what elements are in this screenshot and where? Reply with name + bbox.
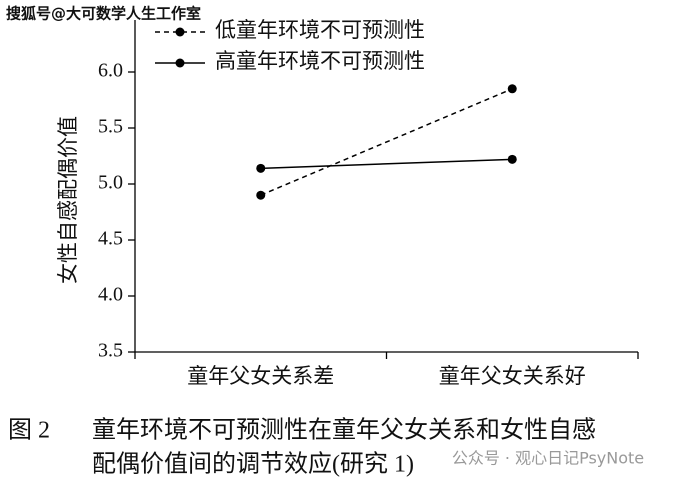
x-tick-label: 童年父女关系好 — [439, 364, 586, 388]
point — [256, 190, 266, 200]
caption-label: 图 2 — [8, 418, 50, 444]
y-tick-label: 4.5 — [98, 228, 123, 250]
x-tick-label: 童年父女关系差 — [187, 364, 334, 388]
series-line — [260, 158, 513, 170]
y-tick-label: 3.5 — [98, 340, 123, 362]
point — [507, 154, 517, 164]
legend-label: 高童年环境不可预测性 — [215, 49, 425, 73]
watermark: 公众号 · 观心日记PsyNote — [452, 449, 644, 468]
y-axis-label: 女性自感配偶价值 — [56, 116, 80, 284]
point — [507, 84, 517, 94]
y-tick-label: 5.0 — [98, 172, 123, 194]
y-tick-label: 5.5 — [98, 116, 123, 138]
legend-marker — [175, 58, 185, 68]
legend-label: 低童年环境不可预测性 — [215, 18, 425, 42]
y-tick-label: 6.0 — [98, 60, 123, 82]
watermark: 搜狐号@大可数学人生工作室 — [6, 5, 201, 23]
caption: 配偶价值间的调节效应(研究 1) — [92, 451, 414, 478]
y-tick-label: 4.0 — [98, 284, 123, 306]
caption: 童年环境不可预测性在童年父女关系和女性自感 — [92, 417, 596, 444]
point — [256, 163, 266, 173]
legend-marker — [175, 27, 185, 37]
series-line — [260, 88, 513, 196]
